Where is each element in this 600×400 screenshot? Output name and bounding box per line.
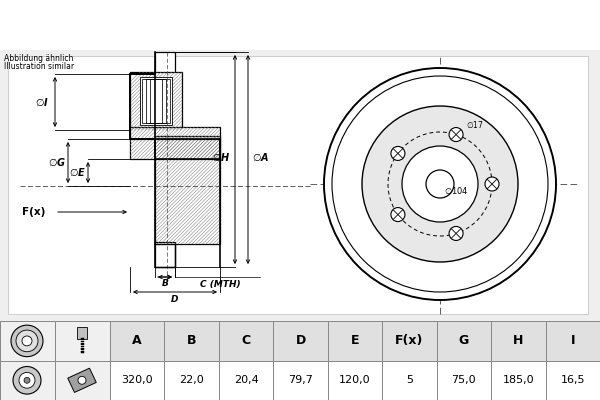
Text: $\varnothing$G: $\varnothing$G — [48, 156, 66, 168]
Bar — [130, 139, 220, 159]
Bar — [164, 361, 219, 400]
Bar — [146, 79, 166, 123]
Text: C (MTH): C (MTH) — [200, 280, 241, 288]
Text: 422224: 422224 — [395, 15, 482, 35]
Text: 16,5: 16,5 — [560, 375, 585, 385]
Bar — [328, 321, 382, 361]
Bar — [545, 361, 600, 400]
Text: 24.0122-0224.1: 24.0122-0224.1 — [130, 15, 314, 35]
Text: 185,0: 185,0 — [503, 375, 534, 385]
Bar — [219, 321, 274, 361]
Circle shape — [449, 226, 463, 240]
Text: H: H — [513, 334, 524, 347]
Circle shape — [485, 177, 499, 191]
Bar — [164, 321, 219, 361]
Circle shape — [11, 325, 43, 357]
Text: $\varnothing$104: $\varnothing$104 — [444, 185, 469, 196]
Circle shape — [24, 377, 30, 383]
Text: G: G — [459, 334, 469, 347]
Text: Abbildung ähnlich: Abbildung ähnlich — [4, 54, 73, 63]
Circle shape — [16, 330, 38, 352]
Text: 120,0: 120,0 — [339, 375, 371, 385]
Bar — [155, 52, 175, 74]
Bar — [274, 361, 328, 400]
Text: 320,0: 320,0 — [121, 375, 153, 385]
Circle shape — [324, 68, 556, 300]
Bar — [130, 127, 220, 139]
Circle shape — [13, 366, 41, 394]
Bar — [328, 361, 382, 400]
Text: 75,0: 75,0 — [452, 375, 476, 385]
Bar — [110, 321, 164, 361]
Bar — [274, 321, 328, 361]
Circle shape — [332, 76, 548, 292]
Circle shape — [426, 170, 454, 198]
Bar — [77, 327, 87, 339]
Text: 20,4: 20,4 — [234, 375, 259, 385]
Text: B: B — [187, 334, 196, 347]
Text: Ate: Ate — [386, 141, 474, 187]
Bar — [110, 361, 164, 400]
Text: $\varnothing$A: $\varnothing$A — [252, 151, 269, 163]
Bar — [437, 361, 491, 400]
Text: I: I — [571, 334, 575, 347]
Bar — [545, 321, 600, 361]
Circle shape — [449, 128, 463, 142]
Bar — [0, 361, 55, 400]
Text: C: C — [242, 334, 251, 347]
Text: D: D — [295, 334, 305, 347]
Bar — [55, 361, 110, 400]
Bar — [0, 321, 55, 361]
Bar — [382, 361, 437, 400]
Circle shape — [19, 372, 35, 388]
Bar — [130, 72, 182, 130]
Bar — [219, 361, 274, 400]
Text: E: E — [351, 334, 359, 347]
Bar — [142, 79, 170, 123]
Circle shape — [391, 146, 405, 160]
Text: 22,0: 22,0 — [179, 375, 204, 385]
Text: Illustration similar: Illustration similar — [4, 62, 74, 71]
Text: 79,7: 79,7 — [288, 375, 313, 385]
Bar — [382, 321, 437, 361]
Bar — [150, 79, 162, 123]
Text: $\varnothing$H: $\varnothing$H — [212, 151, 230, 163]
Text: A: A — [133, 334, 142, 347]
Text: ®: ® — [494, 239, 505, 249]
Circle shape — [402, 146, 478, 222]
Bar — [155, 136, 220, 244]
Text: $\varnothing$17: $\varnothing$17 — [466, 118, 484, 130]
Bar — [140, 77, 172, 125]
Text: 5: 5 — [406, 375, 413, 385]
Bar — [491, 361, 545, 400]
Text: B: B — [161, 280, 169, 288]
Text: D: D — [171, 294, 179, 304]
Bar — [437, 321, 491, 361]
Bar — [491, 321, 545, 361]
Circle shape — [78, 376, 86, 384]
Text: F(x): F(x) — [22, 207, 46, 217]
Text: $\varnothing$I: $\varnothing$I — [35, 96, 49, 108]
Polygon shape — [68, 368, 96, 392]
Text: F(x): F(x) — [395, 334, 424, 347]
Circle shape — [362, 106, 518, 262]
Bar — [55, 321, 110, 361]
Circle shape — [391, 208, 405, 222]
Circle shape — [22, 336, 32, 346]
Bar — [155, 242, 175, 267]
Text: $\varnothing$E: $\varnothing$E — [70, 166, 86, 178]
